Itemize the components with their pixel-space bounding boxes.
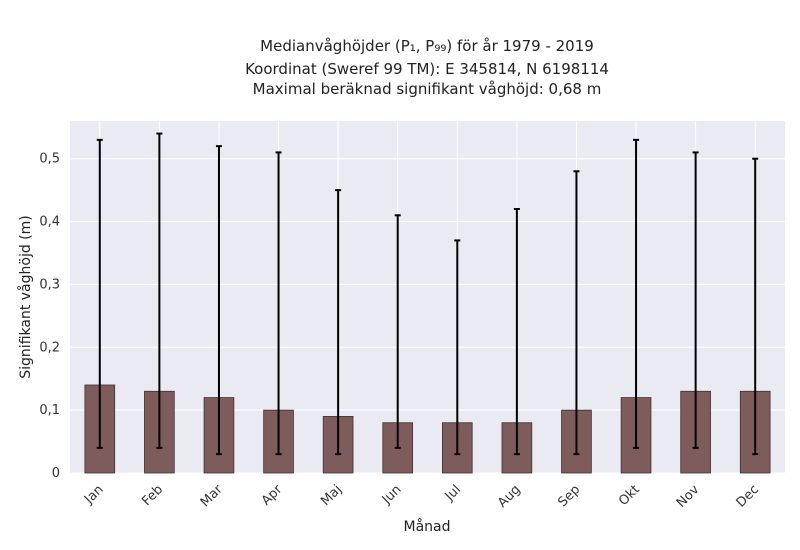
x-tick-label: Maj bbox=[318, 482, 345, 509]
x-tick-label: Mar bbox=[198, 482, 226, 510]
x-axis-label: Månad bbox=[404, 518, 451, 535]
y-tick-label: 0,2 bbox=[39, 340, 60, 355]
y-axis-label: Signifikant våghöjd (m) bbox=[17, 215, 34, 378]
x-tick-label: Aug bbox=[495, 482, 524, 511]
chart-title-line-3: Maximal beräknad signifikant våghöjd: 0,… bbox=[253, 80, 602, 98]
x-axis-ticks: Jan Feb Mar Apr Maj Jun Jul Aug Sep Okt Nov Dec bbox=[81, 482, 762, 511]
chart-title-line-1: Medianvåghöjder (P₁, P₉₉) för år 1979 - … bbox=[260, 37, 594, 55]
x-tick-label: Dec bbox=[734, 482, 762, 510]
y-tick-label: 0,4 bbox=[39, 215, 60, 230]
y-tick-label: 0,3 bbox=[39, 277, 60, 292]
y-tick-label: 0,1 bbox=[39, 403, 60, 418]
x-tick-label: Apr bbox=[259, 482, 286, 509]
y-tick-label: 0,5 bbox=[39, 152, 60, 167]
x-tick-label: Sep bbox=[555, 482, 583, 510]
x-tick-label: Feb bbox=[139, 482, 166, 509]
x-tick-label: Nov bbox=[674, 482, 703, 511]
x-tick-label: Okt bbox=[616, 482, 643, 509]
x-tick-label: Jul bbox=[442, 482, 464, 504]
y-axis-ticks: 0 0,1 0,2 0,3 0,4 0,5 bbox=[39, 152, 60, 481]
y-tick-label: 0 bbox=[52, 466, 60, 481]
error-bars bbox=[96, 132, 759, 456]
x-tick-label: Jan bbox=[81, 482, 106, 507]
chart-title-line-2: Koordinat (Sweref 99 TM): E 345814, N 61… bbox=[245, 60, 609, 78]
plot-area bbox=[70, 121, 785, 473]
x-tick-label: Jun bbox=[379, 482, 405, 508]
